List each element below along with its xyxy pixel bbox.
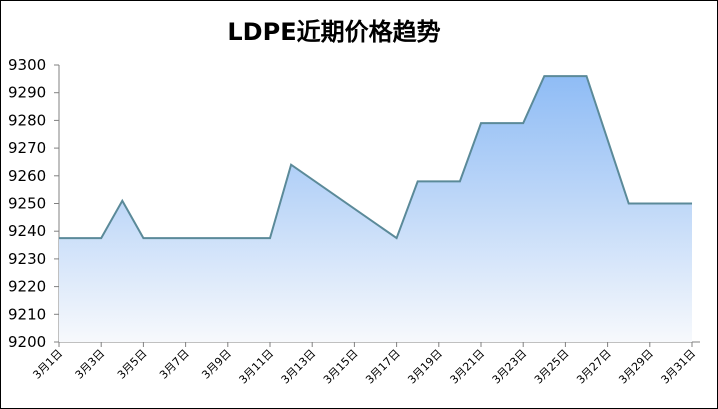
y-tick-label: 9260 (8, 167, 46, 185)
x-tick-label: 3月31日 (659, 347, 699, 387)
y-tick-label: 9300 (8, 56, 46, 74)
x-tick-label: 3月1日 (30, 347, 65, 382)
x-tick-label: 3月15日 (321, 347, 361, 387)
x-tick-label: 3月11日 (237, 347, 277, 387)
x-tick-label: 3月13日 (279, 347, 319, 387)
y-tick-label: 9290 (8, 84, 46, 102)
y-tick-label: 9250 (8, 195, 46, 213)
area-fill (59, 76, 692, 342)
x-tick-label: 3月25日 (532, 347, 572, 387)
x-tick-label: 3月7日 (157, 347, 192, 382)
y-tick-label: 9240 (8, 222, 46, 240)
y-tick-label: 9210 (8, 305, 46, 323)
x-tick-label: 3月23日 (490, 347, 530, 387)
y-tick-label: 9270 (8, 139, 46, 157)
x-tick-label: 3月19日 (405, 347, 445, 387)
x-tick-label: 3月5日 (115, 347, 150, 382)
y-tick-label: 9280 (8, 111, 46, 129)
x-tick-label: 3月29日 (616, 347, 656, 387)
y-tick-label: 9200 (8, 333, 46, 351)
x-tick-label: 3月9日 (199, 347, 234, 382)
y-tick-label: 9220 (8, 278, 46, 296)
x-tick-label: 3月3日 (73, 347, 108, 382)
chart-title: LDPE近期价格趋势 (227, 18, 441, 46)
x-tick-label: 3月27日 (574, 347, 614, 387)
x-tick-label: 3月17日 (363, 347, 403, 387)
x-tick-label: 3月21日 (448, 347, 488, 387)
y-tick-label: 9230 (8, 250, 46, 268)
